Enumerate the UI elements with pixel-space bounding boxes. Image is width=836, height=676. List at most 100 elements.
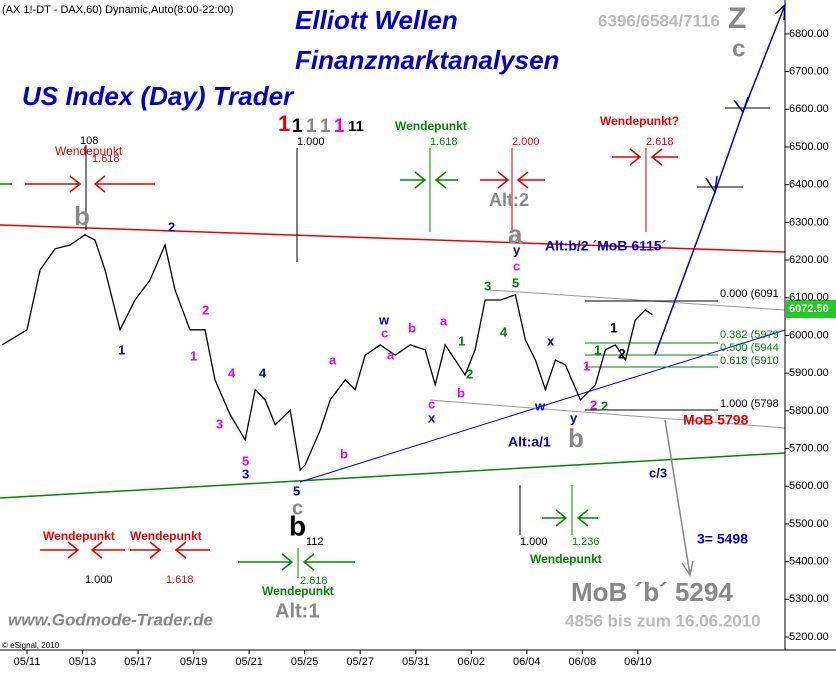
annotation: © eSignal, 2010 (2, 641, 60, 650)
annotation: c (732, 35, 745, 62)
annotation: 5 (512, 275, 519, 290)
annotation: 2 (202, 302, 209, 317)
annotation: 0.382 (5979 (720, 329, 779, 341)
y-tick-label: 5400.00 (789, 556, 829, 568)
annotation: c (428, 396, 435, 411)
annotation: Wendepunkt (395, 119, 467, 133)
x-tick-label: 06/08 (569, 656, 597, 668)
annotation: Wendepunkt (55, 144, 123, 158)
annotation: 1 (118, 342, 125, 357)
y-tick-label: 5500.00 (789, 518, 829, 530)
annotation: 1.618 (166, 574, 194, 586)
annotation: w (378, 312, 390, 327)
annotation: Wendepunkt (530, 552, 602, 566)
annotation: 1 (334, 116, 345, 137)
y-tick-label: 5800.00 (789, 405, 829, 417)
annotation: Alt:2 (489, 190, 529, 210)
annotation: Alt:a/1 (508, 434, 551, 450)
annotation: 2 (466, 366, 473, 381)
annotation: y (570, 410, 578, 425)
y-tick-label: 6800.00 (789, 28, 829, 40)
annotation: MoB ´b´ 5294 (571, 577, 733, 607)
annotation: a (508, 219, 523, 249)
x-tick-label: 06/04 (513, 656, 541, 668)
x-tick-label: 06/02 (457, 656, 485, 668)
annotation: 5 (242, 453, 249, 468)
annotation: b (340, 446, 348, 461)
x-tick-label: 05/21 (235, 656, 263, 668)
y-tick-label: 6400.00 (789, 179, 829, 191)
annotation: x (428, 410, 436, 425)
y-tick-label: 5900.00 (789, 367, 829, 379)
annotation: 1.000 (85, 574, 113, 586)
y-tick-label: 5300.00 (789, 593, 829, 605)
annotation: Alt:b/2 ´MoB 6115´ (545, 238, 667, 254)
annotation: Alt:1 (275, 600, 319, 622)
annotation: a (329, 352, 337, 367)
annotation: 3 (484, 278, 491, 293)
y-tick-label: 6000.00 (789, 329, 829, 341)
annotation: 0.618 (5910 (720, 355, 779, 367)
annotation: 1 (292, 116, 303, 137)
annotation: 108 (80, 135, 98, 147)
annotation: 112 (306, 536, 324, 548)
annotation: 1.000 (297, 136, 325, 148)
annotation: Wendepunkt (262, 584, 334, 598)
annotation: b (457, 385, 465, 400)
annotation: c (381, 325, 388, 340)
annotation: 1.000 (5798 (720, 398, 779, 410)
annotation: Wendepunkt (130, 529, 202, 543)
annotation: MoB 5798 (683, 412, 749, 428)
y-tick-label: 6700.00 (789, 66, 829, 78)
x-tick-label: 05/11 (14, 656, 41, 668)
x-tick-label: 05/13 (69, 656, 97, 668)
annotation: c/3 (649, 465, 667, 480)
annotation: 1 (610, 320, 618, 336)
annotation: 6396/6584/7116 (598, 11, 720, 30)
annotation: 4 (500, 324, 508, 339)
annotation: 3 (242, 466, 249, 481)
annotation: b (568, 423, 584, 453)
annotation: 0.000 (6091 (720, 288, 779, 300)
x-tick-label: 05/27 (346, 656, 374, 668)
annotation: 1 (583, 358, 590, 373)
annotation: 2.000 (512, 136, 540, 148)
annotation: a (440, 313, 448, 328)
y-tick-label: 5700.00 (789, 442, 829, 454)
annotation: www.Godmode-Trader.de (8, 610, 213, 629)
y-tick-label: 5600.00 (789, 480, 829, 492)
annotation: 1 (190, 348, 197, 363)
annotation: 1.618 (430, 136, 458, 148)
annotation: 1 (458, 333, 465, 348)
annotation: 2 (618, 346, 626, 362)
annotation: 2.618 (300, 575, 328, 587)
annotation: Finanzmarktanalysen (295, 45, 559, 75)
annotation: 1.236 (572, 536, 600, 548)
y-tick-label: 6100.00 (789, 292, 829, 304)
annotation: c (513, 258, 520, 273)
annotation: (AX 1!-DT - DAX,60) Dynamic,Auto(8:00-22… (2, 4, 234, 16)
annotation: 1.618 (92, 153, 120, 165)
annotation: 11 (348, 118, 364, 135)
annotation: 2.618 (646, 136, 674, 148)
annotation: Z (728, 2, 746, 35)
price-line (1, 234, 653, 472)
annotation: 4 (259, 365, 267, 380)
annotation: 1 (320, 116, 331, 137)
x-tick-label: 05/17 (124, 656, 152, 668)
annotation: b (289, 510, 306, 541)
y-tick-label: 5200.00 (789, 631, 829, 643)
annotation: 2 (168, 219, 175, 234)
annotation: 5 (293, 483, 300, 498)
x-tick-label: 05/19 (180, 656, 208, 668)
y-tick-label: 6200.00 (789, 254, 829, 266)
y-tick-label: 6500.00 (789, 141, 829, 153)
annotation: 1.000 (520, 536, 548, 548)
x-tick-label: 05/31 (402, 656, 430, 668)
annotation: 1 (306, 116, 317, 137)
x-tick-label: 06/10 (624, 656, 652, 668)
annotation: 4 (228, 365, 236, 380)
annotation: 6072.50 (789, 303, 829, 315)
